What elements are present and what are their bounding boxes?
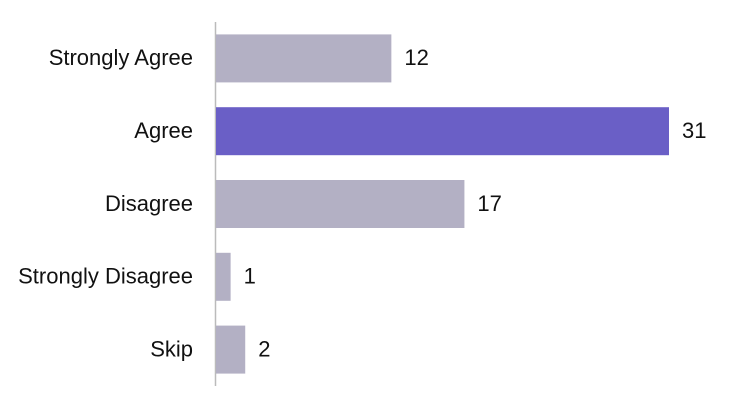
bar [216, 107, 669, 156]
value-label: 1 [244, 264, 256, 289]
bar [216, 34, 392, 83]
category-label: Skip [150, 336, 193, 361]
category-label: Strongly Disagree [18, 264, 193, 289]
category-label: Disagree [105, 191, 193, 216]
value-label: 12 [404, 45, 428, 70]
value-label: 17 [477, 191, 501, 216]
category-label: Strongly Agree [49, 45, 193, 70]
bar [216, 252, 231, 301]
value-label: 2 [258, 336, 270, 361]
bar [216, 325, 246, 374]
value-label: 31 [682, 118, 706, 143]
bar [216, 180, 465, 228]
category-label: Agree [134, 118, 193, 143]
